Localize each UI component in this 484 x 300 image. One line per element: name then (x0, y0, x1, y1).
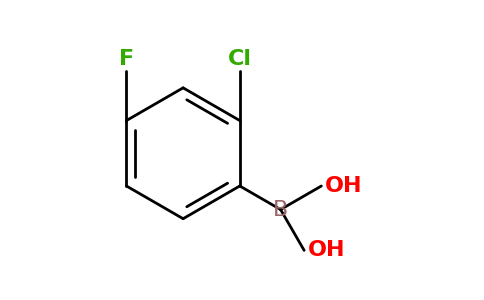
Text: OH: OH (325, 176, 363, 196)
Text: Cl: Cl (228, 49, 252, 69)
Text: B: B (273, 200, 288, 220)
Text: F: F (119, 49, 134, 69)
Text: OH: OH (308, 240, 346, 260)
